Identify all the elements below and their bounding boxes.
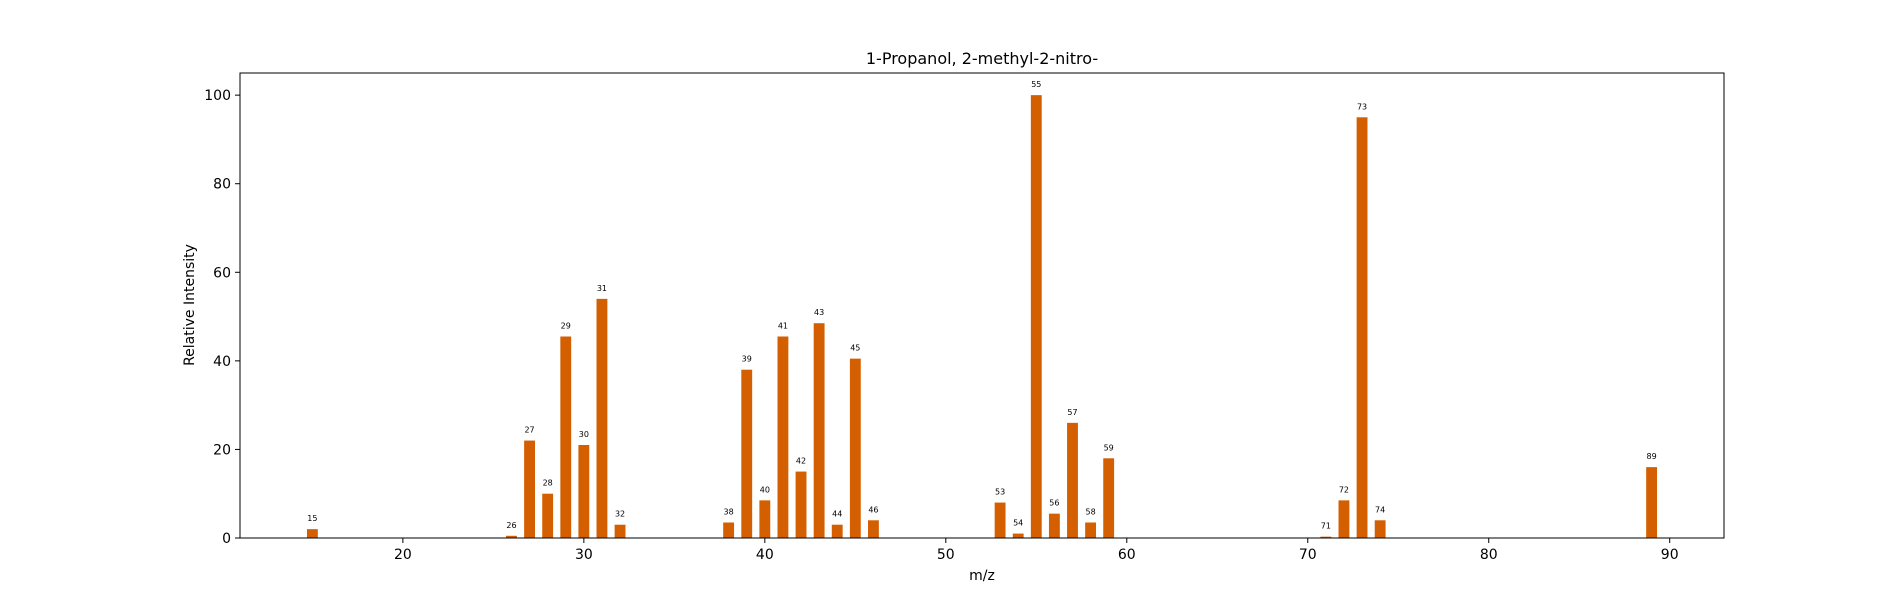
bar-mz-74 xyxy=(1374,520,1386,538)
bar-mz-28 xyxy=(542,493,554,538)
bar-mz-44 xyxy=(831,524,843,538)
bar-label-mz-58: 58 xyxy=(1085,508,1095,517)
bar-label-mz-46: 46 xyxy=(868,505,878,514)
bar-mz-43 xyxy=(813,323,825,538)
bar-mz-89 xyxy=(1646,467,1658,538)
y-tick-label: 80 xyxy=(213,177,231,193)
bar-mz-45 xyxy=(849,358,861,538)
bar-label-mz-55: 55 xyxy=(1031,80,1041,89)
x-tick-label: 80 xyxy=(1480,547,1498,563)
bar-mz-46 xyxy=(867,520,879,538)
y-tick-label: 0 xyxy=(222,531,231,547)
bar-mz-42 xyxy=(795,471,807,538)
bar-label-mz-71: 71 xyxy=(1321,522,1331,531)
x-tick-label: 90 xyxy=(1661,547,1679,563)
bar-mz-30 xyxy=(578,445,590,538)
ticks-layer: 20 30 40 50 60 70 80 90 0 20 40 60 80 100 xyxy=(204,88,1678,563)
bar-mz-27 xyxy=(524,440,535,538)
bar-label-mz-15: 15 xyxy=(307,514,317,523)
bar-mz-26 xyxy=(506,535,517,538)
bar-mz-57 xyxy=(1067,422,1078,538)
bar-mz-31 xyxy=(596,298,608,538)
bar-label-mz-44: 44 xyxy=(832,510,842,519)
y-tick-label: 40 xyxy=(213,354,231,370)
x-tick-label: 50 xyxy=(937,547,955,563)
bar-labels-layer: 15 26 27 28 29 30 31 32 38 39 40 41 42 43 44 45 46 53 54 55… xyxy=(307,80,1656,531)
bar-mz-72 xyxy=(1338,500,1350,538)
bar-label-mz-73: 73 xyxy=(1357,102,1367,111)
bar-mz-39 xyxy=(741,369,753,538)
bar-mz-71 xyxy=(1320,536,1332,538)
bar-label-mz-28: 28 xyxy=(543,479,553,488)
bar-label-mz-38: 38 xyxy=(724,508,734,517)
bar-label-mz-53: 53 xyxy=(995,488,1005,497)
bar-label-mz-26: 26 xyxy=(506,521,516,530)
bar-label-mz-56: 56 xyxy=(1049,499,1059,508)
bar-mz-59 xyxy=(1103,458,1115,538)
x-axis-label: m/z xyxy=(969,568,995,584)
bar-label-mz-43: 43 xyxy=(814,308,824,317)
bars-layer xyxy=(306,95,1658,538)
bar-label-mz-42: 42 xyxy=(796,457,806,466)
bar-label-mz-59: 59 xyxy=(1104,443,1114,452)
bar-label-mz-39: 39 xyxy=(742,355,752,364)
x-tick-label: 30 xyxy=(575,547,593,563)
bar-label-mz-40: 40 xyxy=(760,485,770,494)
bar-label-mz-57: 57 xyxy=(1067,408,1077,417)
bar-label-mz-74: 74 xyxy=(1375,505,1385,514)
bar-label-mz-54: 54 xyxy=(1013,519,1023,528)
bar-mz-56 xyxy=(1048,513,1060,538)
x-tick-label: 70 xyxy=(1299,547,1317,563)
bar-label-mz-45: 45 xyxy=(850,344,860,353)
chart-title: 1-Propanol, 2-methyl-2-nitro- xyxy=(866,49,1098,68)
bar-mz-55 xyxy=(1030,95,1042,538)
bar-mz-15 xyxy=(306,529,318,538)
bar-label-mz-32: 32 xyxy=(615,510,625,519)
bar-mz-41 xyxy=(777,336,789,538)
bar-mz-58 xyxy=(1085,522,1097,538)
bar-mz-29 xyxy=(560,336,572,538)
bar-label-mz-72: 72 xyxy=(1339,485,1349,494)
x-tick-label: 40 xyxy=(756,547,774,563)
bar-label-mz-89: 89 xyxy=(1647,452,1657,461)
y-tick-label: 60 xyxy=(213,265,231,281)
y-tick-label: 100 xyxy=(204,88,231,104)
bar-label-mz-29: 29 xyxy=(561,322,571,331)
bar-label-mz-30: 30 xyxy=(579,430,589,439)
bar-mz-38 xyxy=(723,522,735,538)
y-axis-label: Relative Intensity xyxy=(182,244,198,366)
bar-label-mz-27: 27 xyxy=(524,426,534,435)
x-tick-label: 60 xyxy=(1118,547,1136,563)
y-tick-label: 20 xyxy=(213,442,231,458)
bar-mz-40 xyxy=(759,500,771,538)
plot-frame xyxy=(239,72,1725,539)
bar-mz-73 xyxy=(1356,117,1368,538)
bar-label-mz-41: 41 xyxy=(778,322,788,331)
x-tick-label: 20 xyxy=(394,547,412,563)
bar-mz-54 xyxy=(1012,533,1024,538)
bar-mz-53 xyxy=(994,502,1006,538)
bar-mz-32 xyxy=(614,524,626,538)
bar-label-mz-31: 31 xyxy=(597,284,607,293)
